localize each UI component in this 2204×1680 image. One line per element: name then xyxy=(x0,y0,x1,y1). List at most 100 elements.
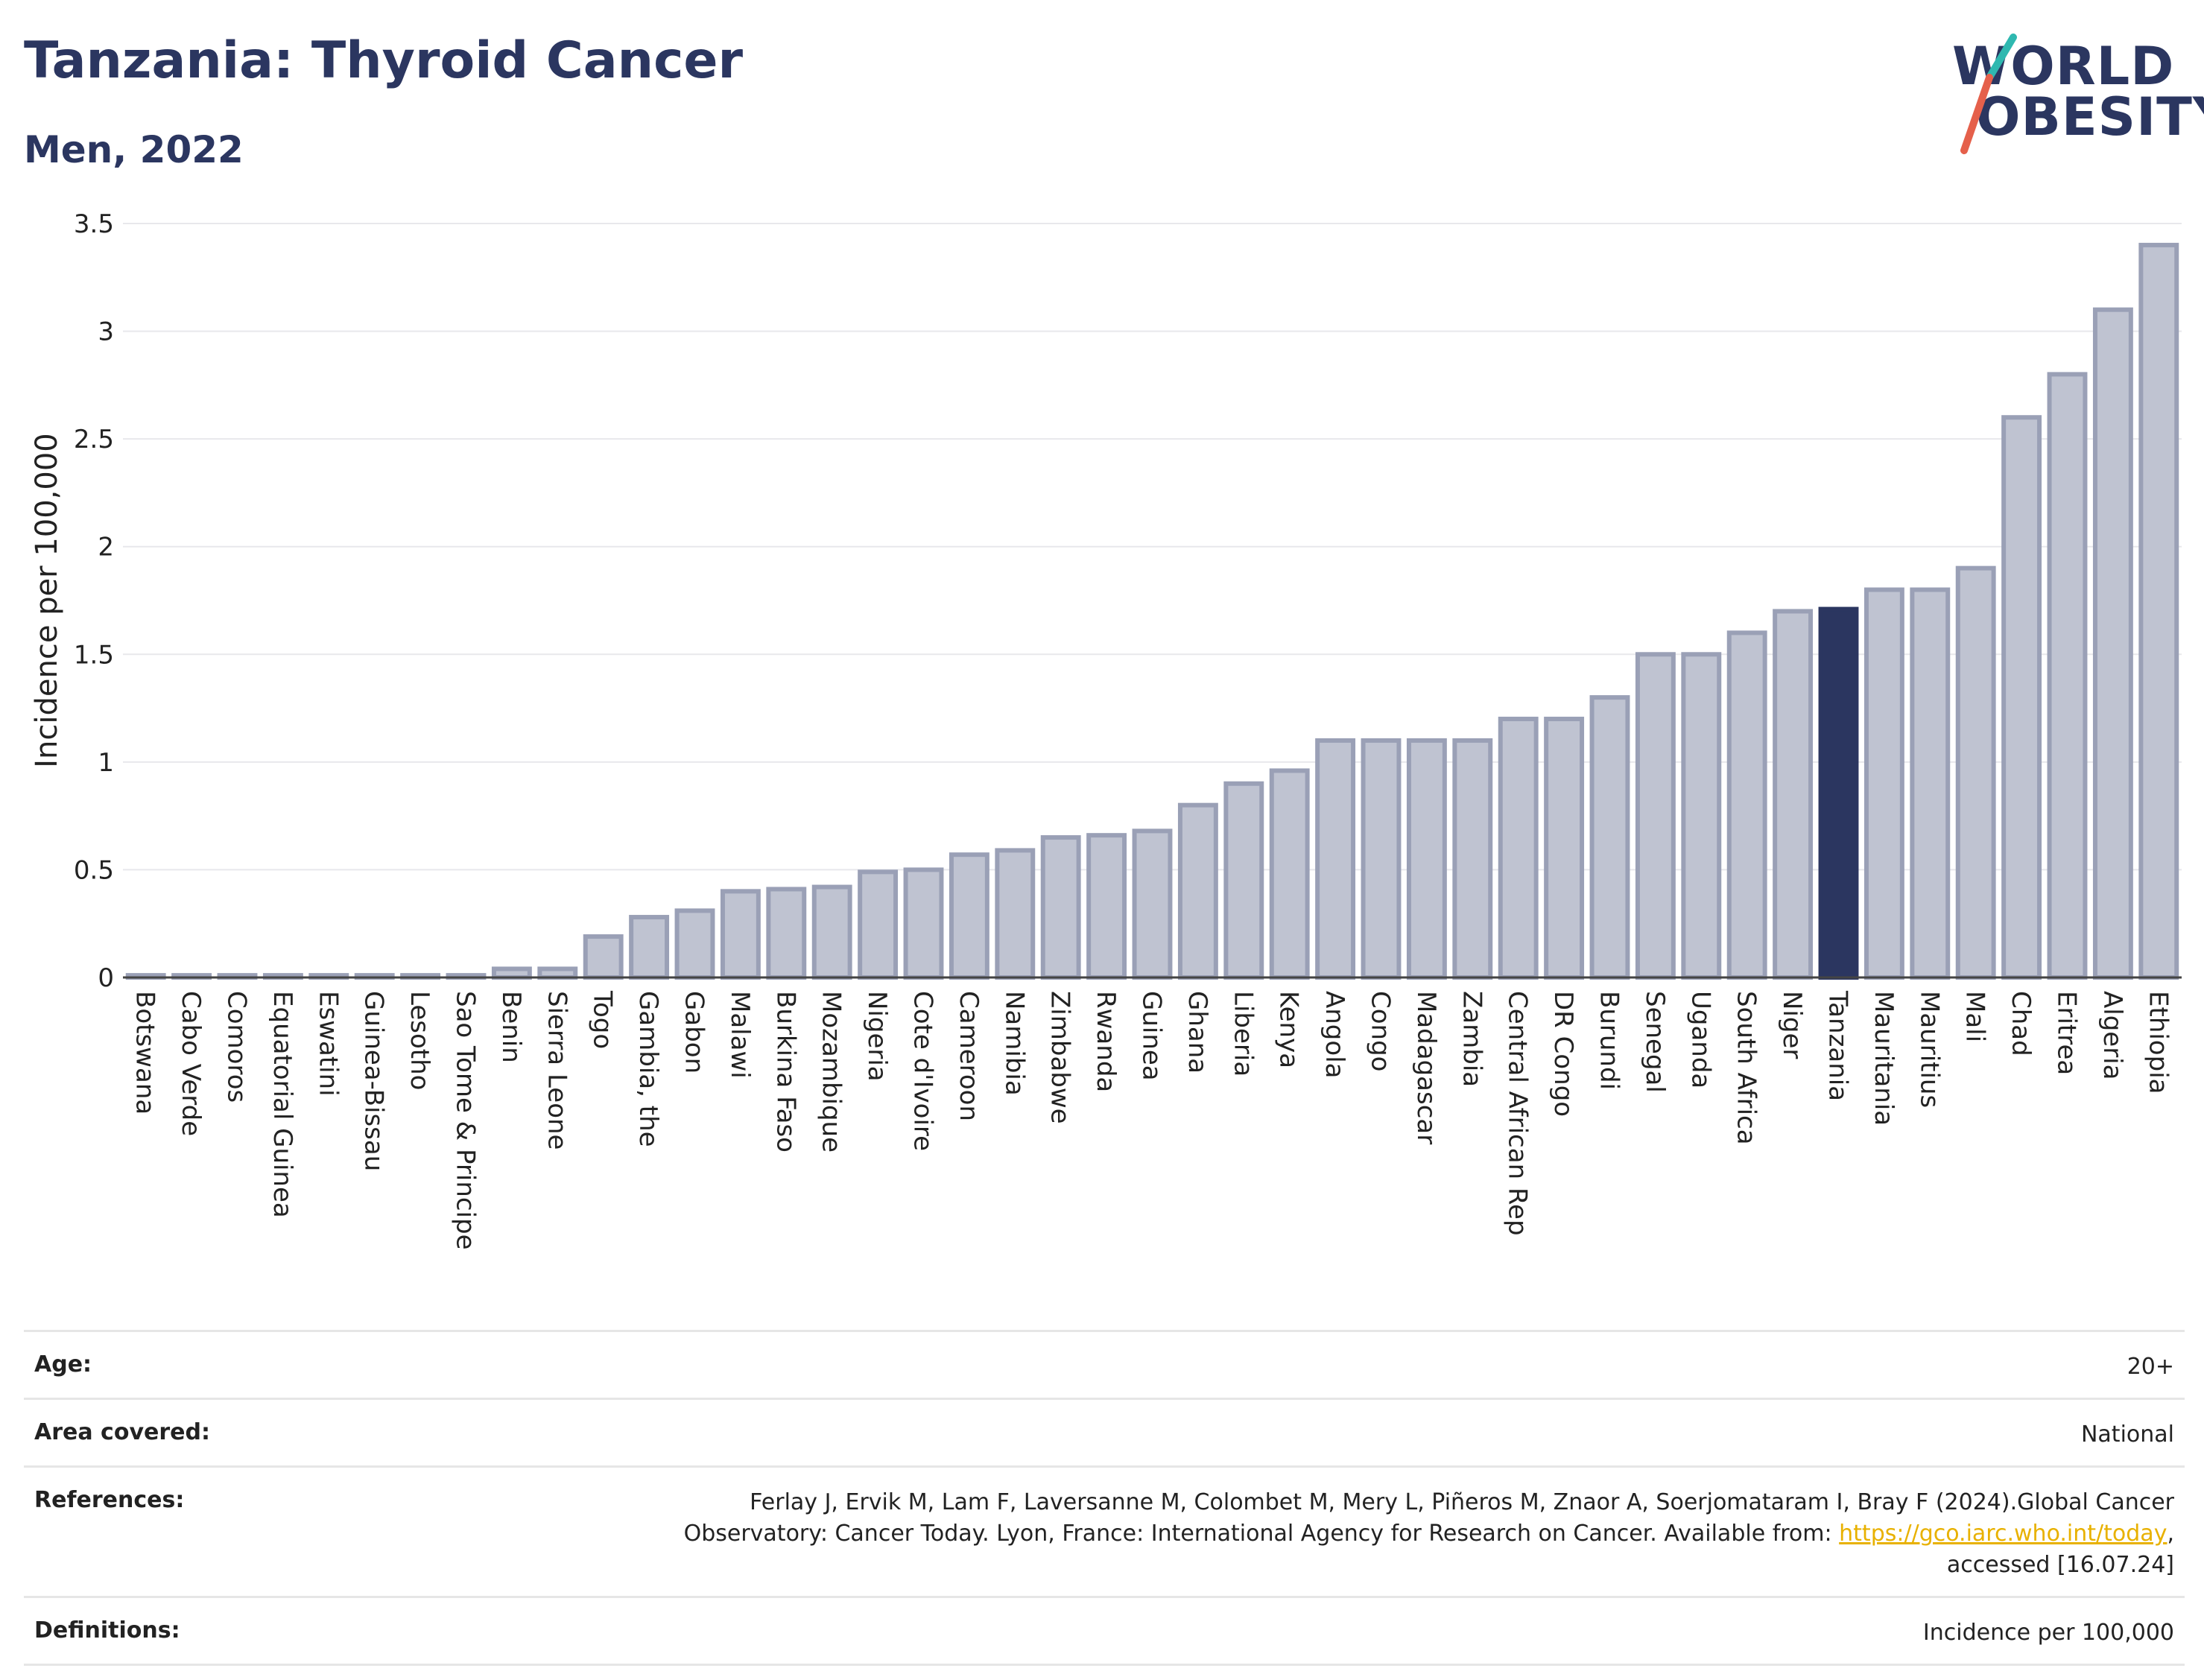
bar-malawi xyxy=(720,889,761,980)
bar-guinea xyxy=(1132,828,1173,980)
reference-line-2-text: Observatory: Cancer Today. Lyon, France:… xyxy=(683,1521,1840,1547)
y-tick-label: 1.5 xyxy=(74,640,114,670)
x-tick-label: Chad xyxy=(2006,991,2036,1056)
bar-sierra-leone xyxy=(537,966,578,980)
bar-rwanda xyxy=(1086,833,1127,980)
x-tick-label: Sierra Leone xyxy=(542,991,571,1150)
bar-mauritania xyxy=(1863,587,1904,980)
x-tick-label: Namibia xyxy=(999,991,1029,1096)
x-tick-label: South Africa xyxy=(1732,991,1761,1145)
info-key: References: xyxy=(34,1487,185,1513)
bar-ethiopia xyxy=(2138,242,2179,980)
x-tick-label: Ethiopia xyxy=(2143,991,2173,1094)
x-tick-label: Congo xyxy=(1366,991,1396,1071)
x-tick-label: Algeria xyxy=(2097,991,2127,1080)
y-tick-label: 1 xyxy=(98,748,114,778)
bar-central-african-rep xyxy=(1498,717,1539,980)
info-value: National xyxy=(2080,1421,2174,1448)
bar-nigeria xyxy=(858,869,899,980)
x-tick-label: Eritrea xyxy=(2052,991,2082,1075)
reference-link[interactable]: https://gco.iarc.who.int/today xyxy=(1839,1521,2167,1547)
bar-benin xyxy=(491,966,532,980)
x-tick-label: Mali xyxy=(1960,991,1990,1042)
info-row-references: References: Ferlay J, Ervik M, Lam F, La… xyxy=(24,1465,2185,1596)
bar-south-africa xyxy=(1726,630,1767,980)
x-tick-label: Gambia, the xyxy=(633,991,663,1147)
bar-chad xyxy=(2001,415,2042,980)
bar-ghana xyxy=(1177,802,1218,980)
y-tick-label: 3.5 xyxy=(74,209,114,239)
x-tick-label: Mozambique xyxy=(817,991,846,1153)
x-tick-label: Guinea xyxy=(1137,991,1167,1081)
x-tick-label: Lesotho xyxy=(405,991,434,1090)
x-tick-label: DR Congo xyxy=(1548,991,1578,1117)
bar-mali xyxy=(1955,565,1996,980)
bar-algeria xyxy=(2092,307,2133,980)
x-tick-label: Madagascar xyxy=(1411,991,1441,1144)
y-tick-label: 0.5 xyxy=(74,855,114,885)
info-row-definitions: Definitions: Incidence per 100,000 xyxy=(24,1596,2185,1666)
bar-kenya xyxy=(1269,768,1310,980)
info-key: Definitions: xyxy=(34,1617,180,1643)
reference-line-1: Ferlay J, Ervik M, Lam F, Laversanne M, … xyxy=(750,1489,2174,1515)
bar-niger xyxy=(1773,609,1814,980)
info-table: Age: 20+ Area covered: National Referenc… xyxy=(24,1330,2185,1666)
x-tick-label: Zimbabwe xyxy=(1045,991,1075,1124)
x-tick-label: Mauritius xyxy=(1914,991,1944,1108)
bar-eritrea xyxy=(2047,372,2088,980)
y-tick-label: 3 xyxy=(98,317,114,347)
bar-madagascar xyxy=(1406,738,1447,980)
x-tick-label: Nigeria xyxy=(862,991,892,1082)
x-tick-label: Niger xyxy=(1777,991,1807,1059)
x-tick-label: Benin xyxy=(496,991,526,1063)
x-tick-label: Liberia xyxy=(1228,991,1258,1077)
x-tick-label: Ghana xyxy=(1182,991,1212,1074)
bar-burkina-faso xyxy=(766,887,807,980)
bar-togo xyxy=(583,934,624,980)
reference-comma: , xyxy=(2167,1521,2174,1547)
y-tick-label: 0 xyxy=(98,963,114,993)
logo-slash-icon xyxy=(1960,34,2017,154)
bar-uganda xyxy=(1681,652,1722,980)
bar-cameroon xyxy=(949,852,989,980)
bar-zimbabwe xyxy=(1040,835,1081,980)
info-value: Ferlay J, Ervik M, Lam F, Laversanne M, … xyxy=(684,1487,2174,1581)
bar-mozambique xyxy=(811,884,852,980)
x-tick-label: Cabo Verde xyxy=(176,991,206,1136)
bar-chart: 0 0.5 1 1.5 2 2.5 3 3.5 Incidence per 100,000 Bot… xyxy=(30,209,2182,1250)
bar-liberia xyxy=(1223,781,1264,980)
x-tick-label: Tanzania xyxy=(1823,990,1853,1101)
x-tick-label: Angola xyxy=(1320,991,1349,1078)
x-tick-label: Comoros xyxy=(222,991,252,1103)
bar-mauritius xyxy=(1910,587,1951,980)
x-tick-label: Mauritania xyxy=(1869,991,1899,1126)
info-value: 20+ xyxy=(2127,1354,2174,1380)
x-tick-label: Botswana xyxy=(130,991,160,1115)
logo-line-2: OBESITY xyxy=(1976,86,2204,148)
page-title: Tanzania: Thyroid Cancer xyxy=(24,31,744,90)
bar-senegal xyxy=(1635,652,1676,980)
bar-zambia xyxy=(1452,738,1493,980)
bar-tanzania xyxy=(1818,606,1859,980)
world-obesity-logo: WORLD OBESITY xyxy=(1937,30,2204,164)
reference-line-2: Observatory: Cancer Today. Lyon, France:… xyxy=(684,1518,2174,1550)
bar-burundi xyxy=(1589,695,1630,980)
info-row-age: Age: 20+ xyxy=(24,1330,2185,1398)
x-tick-label: Equatorial Guinea xyxy=(267,991,297,1218)
x-tick-label: Burkina Faso xyxy=(770,991,800,1153)
bar-angola xyxy=(1315,738,1356,980)
x-tick-label: Eswatini xyxy=(313,991,343,1097)
info-key: Area covered: xyxy=(34,1419,210,1445)
y-tick-label: 2.5 xyxy=(74,425,114,454)
x-tick-label: Uganda xyxy=(1685,991,1715,1088)
x-tick-label: Burundi xyxy=(1595,991,1624,1090)
bar-gambia-the xyxy=(629,915,670,980)
x-tick-label: Cameroon xyxy=(954,991,984,1121)
bar-congo xyxy=(1361,738,1402,980)
x-tick-label: Togo xyxy=(588,990,618,1049)
y-tick-label: 2 xyxy=(98,533,114,562)
x-tick-label: Malawi xyxy=(725,991,755,1079)
x-tick-label: Gabon xyxy=(680,991,709,1074)
bar-cote-d-ivoire xyxy=(903,867,944,980)
info-row-area: Area covered: National xyxy=(24,1398,2185,1465)
